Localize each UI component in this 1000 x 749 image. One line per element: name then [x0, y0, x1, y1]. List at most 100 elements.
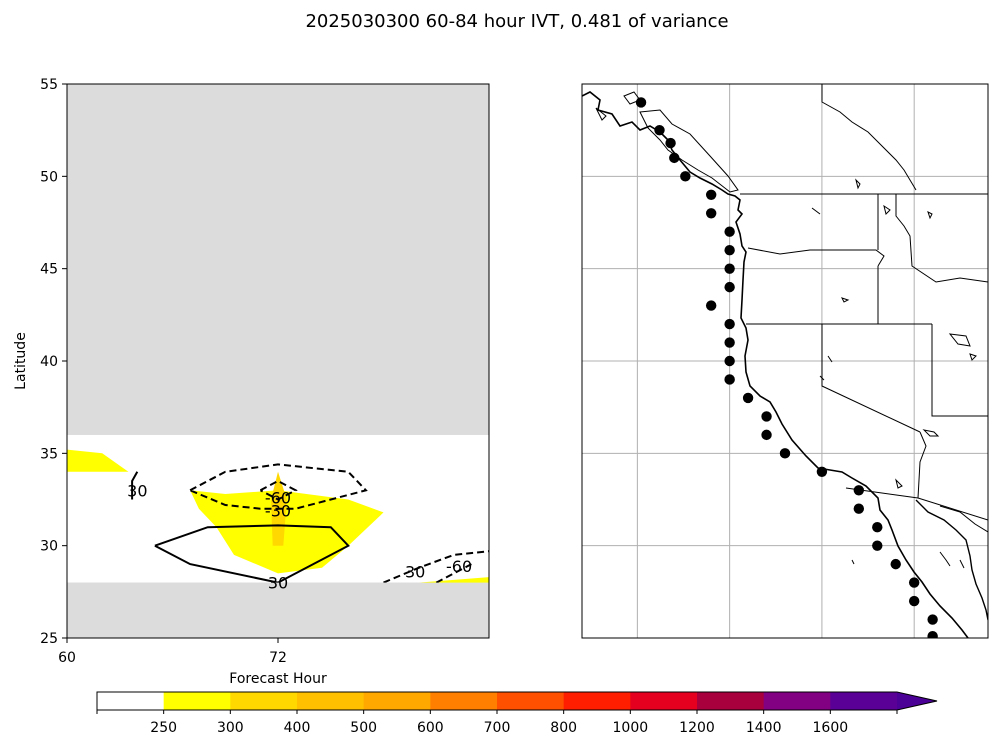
y-tick-label: 45 [40, 262, 58, 278]
station-point [705, 189, 717, 200]
contour-line [131, 471, 139, 500]
colorbar-tick-label: 1000 [613, 720, 649, 736]
baja-gulf-coast [915, 499, 988, 621]
border-nv-ut [931, 324, 988, 417]
ivt-fill-region [67, 449, 129, 472]
station-point [705, 208, 717, 219]
colorbar-segment [230, 692, 298, 710]
y-axis-label: Latitude [13, 332, 29, 390]
figure-title: 2025030300 60-84 hour IVT, 0.481 of vari… [305, 11, 728, 32]
station-point [742, 392, 754, 404]
station-point [724, 263, 735, 274]
station-point [853, 503, 865, 514]
station-point [724, 245, 735, 256]
station-point [724, 374, 735, 385]
ivt-fill-layer [67, 84, 489, 638]
salton [895, 478, 903, 489]
border-ca-nv [821, 324, 921, 433]
island [595, 107, 607, 121]
station-point [665, 137, 676, 149]
station-point [927, 630, 938, 638]
x-tick-label: 60 [58, 650, 76, 666]
colorbar-tick-label: 1400 [746, 720, 782, 736]
border-wa-or [747, 247, 885, 267]
colorbar-segment [697, 692, 765, 710]
border-az [917, 431, 988, 521]
contour-line [189, 463, 368, 510]
island [939, 551, 951, 567]
y-tick-label: 55 [40, 77, 58, 93]
station-point [890, 558, 901, 570]
contour-label: 30 [405, 563, 425, 582]
lake [883, 204, 891, 215]
station-point [761, 429, 772, 441]
map-coastline-borders [582, 84, 988, 638]
station-point [816, 466, 828, 477]
map-gridlines [582, 84, 988, 638]
y-tick-label: 35 [40, 446, 58, 462]
lake [855, 178, 861, 190]
y-tick-label: 50 [40, 169, 58, 185]
colorbar-tick-label: 1600 [813, 720, 849, 736]
colorbar-segment [430, 692, 498, 710]
station-point [654, 124, 665, 136]
colorbar-tick-label: 500 [350, 720, 377, 736]
lake [827, 355, 833, 363]
contour-line [435, 563, 472, 583]
lake [922, 429, 940, 437]
masked-overlay-north [67, 84, 489, 435]
colorbar-segment [630, 692, 698, 710]
station-point [669, 152, 680, 164]
colorbar-tick-label: 1200 [679, 720, 715, 736]
island [959, 559, 965, 569]
station-point [724, 355, 735, 367]
lake [927, 211, 933, 220]
station-point [680, 171, 691, 182]
colorbar-segment [763, 692, 831, 710]
station-point [724, 318, 735, 330]
contour-line [383, 550, 489, 583]
colorbar-segment [497, 692, 565, 710]
vancouver-island [639, 109, 739, 193]
lake [819, 375, 825, 381]
x-axis-label: Forecast Hour [229, 671, 327, 687]
station-point [908, 577, 920, 588]
x-tick-label: 72 [269, 650, 287, 666]
colorbar-tick-label: 800 [550, 720, 577, 736]
contour-label: -60 [446, 557, 472, 576]
right-plot-frame [581, 83, 989, 639]
y-tick-label: 30 [40, 539, 58, 555]
station-point [724, 281, 735, 293]
island [851, 559, 855, 565]
contour-label: -60 [265, 489, 291, 508]
colorbar-segment [163, 692, 231, 710]
colorbar: 250 300 400 500 600 700 800 1000 1200 1400 1600 [96, 691, 938, 736]
right-panel-map [581, 83, 989, 639]
colorbar-tick-label: 250 [150, 720, 177, 736]
colorbar-extend-arrow [897, 692, 937, 710]
station-point [761, 411, 772, 422]
x-axis-ticks: 60 72 [58, 638, 287, 666]
colorbar-segment [97, 692, 165, 710]
lake [841, 297, 850, 303]
colorbar-tick-label: 300 [217, 720, 244, 736]
colorbar-segment [297, 692, 365, 710]
y-tick-label: 25 [40, 631, 58, 647]
station-point [927, 614, 938, 625]
station-point [853, 485, 865, 496]
coastline [582, 91, 969, 638]
lake [811, 207, 821, 215]
masked-overlay-south [67, 582, 489, 638]
station-point [635, 97, 647, 108]
station-point [908, 595, 920, 607]
colorbar-segment [563, 692, 631, 710]
y-axis-ticks: 25 30 35 40 45 50 55 [40, 77, 67, 647]
contour-label: 30 [268, 574, 288, 593]
station-point [779, 448, 791, 459]
colorbar-outline [96, 691, 938, 711]
colorbar-segment [830, 692, 898, 710]
station-point [705, 300, 717, 311]
